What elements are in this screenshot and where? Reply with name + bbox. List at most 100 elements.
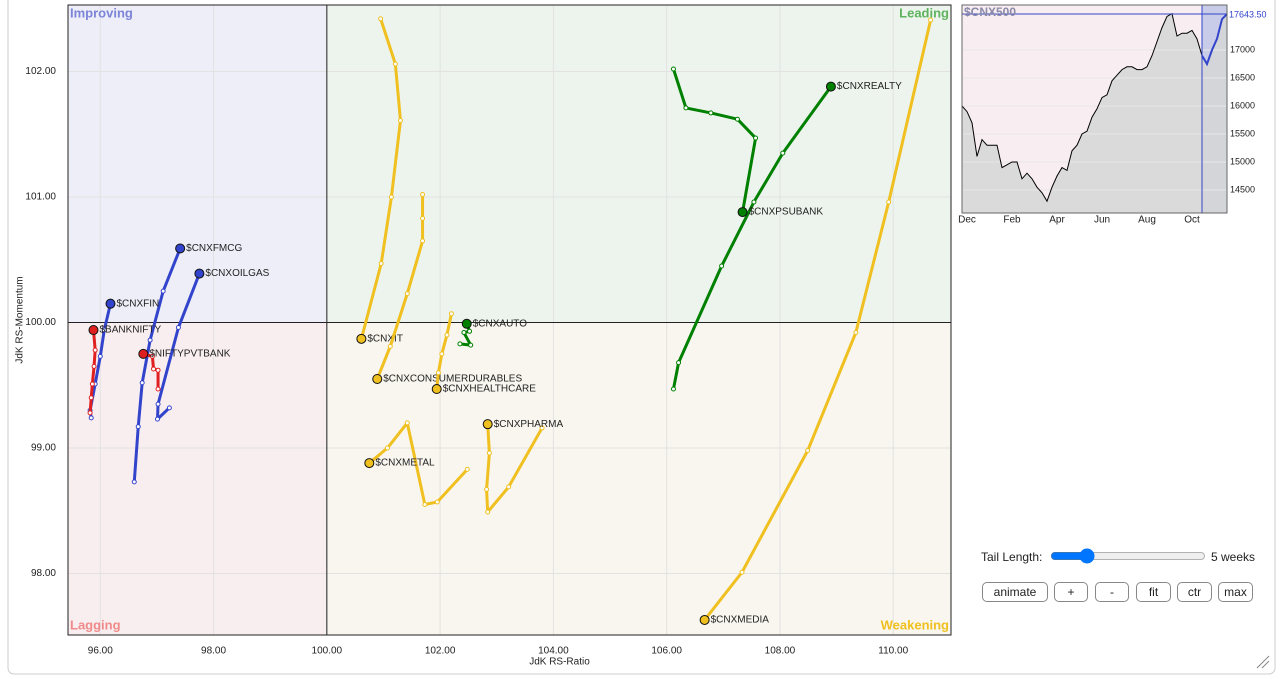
tail-point — [485, 509, 491, 515]
tail-point — [751, 199, 757, 205]
y-tick-label: 100.00 — [25, 317, 56, 328]
tail-point — [719, 263, 725, 269]
tail-value: 5 weeks — [1211, 550, 1256, 564]
head-point — [175, 243, 186, 254]
tail-point — [486, 450, 492, 456]
tail-point — [175, 325, 181, 331]
button[interactable]: - — [1095, 582, 1129, 602]
head-point — [482, 419, 493, 430]
tail-point — [422, 501, 428, 507]
x-axis-label: JdK RS-Ratio — [529, 657, 590, 668]
head-point — [88, 325, 99, 336]
series-label: $CNXOILGAS — [205, 268, 269, 279]
tail-point — [886, 199, 892, 205]
head-point — [194, 268, 205, 279]
tail-point — [506, 484, 512, 490]
x-tick-label: Oct — [1184, 215, 1200, 226]
tail-point — [805, 448, 811, 454]
tail-point — [670, 66, 676, 72]
tail-point — [676, 360, 682, 366]
tail-point — [131, 479, 137, 485]
series-label: $CNXFIN — [116, 298, 159, 309]
x-tick-label: 96.00 — [88, 646, 113, 657]
series-label: $CNXIT — [367, 333, 403, 344]
y-tick-label: 98.00 — [31, 568, 56, 579]
quadrant-label: Weakening — [881, 617, 949, 632]
tail-point — [420, 215, 426, 221]
inset-title: $CNX500 — [964, 5, 1016, 19]
tail-point — [87, 410, 93, 416]
resize-handle — [1256, 655, 1270, 669]
tail-point — [467, 328, 473, 334]
tail-point — [147, 337, 153, 343]
tail-point — [734, 116, 740, 122]
x-tick-label: 108.00 — [765, 646, 796, 657]
tail-point — [853, 330, 859, 336]
series-label: $CNXHEALTHCARE — [443, 384, 536, 395]
tail-point — [384, 445, 390, 451]
tail-point — [753, 135, 759, 141]
tail-point — [404, 420, 410, 426]
head-point — [372, 373, 383, 384]
series-label: $CNXREALTY — [837, 81, 902, 92]
x-tick-label: 106.00 — [651, 646, 682, 657]
series-label: $CNXAUTO — [473, 318, 527, 329]
tail-point — [88, 415, 94, 421]
x-tick-label: Apr — [1049, 215, 1065, 226]
x-tick-label: Dec — [958, 215, 976, 226]
tail-point — [392, 61, 398, 67]
x-tick-label: Jun — [1094, 215, 1110, 226]
button[interactable]: + — [1054, 582, 1088, 602]
tail-line — [132, 246, 182, 484]
tail-slider[interactable] — [1050, 548, 1206, 564]
tail-point — [420, 192, 426, 198]
head-point — [138, 348, 149, 359]
y-tick-label: 15500 — [1230, 128, 1255, 138]
x-tick-label: 102.00 — [425, 646, 456, 657]
tail-line — [367, 421, 469, 506]
panel-border — [7, 0, 1276, 675]
series-label: $CNXFMCG — [186, 243, 242, 254]
tail-point — [166, 405, 172, 411]
inset-border — [961, 4, 1228, 214]
y-tick-label: 99.00 — [31, 443, 56, 454]
tail-line — [88, 328, 97, 415]
tail-point — [149, 353, 155, 359]
tail-point — [388, 194, 394, 200]
tail-point — [461, 330, 467, 336]
plot-border — [67, 4, 952, 636]
y-tick-label: 14500 — [1230, 184, 1255, 194]
head-point — [105, 298, 116, 309]
button[interactable]: ctr — [1177, 582, 1212, 602]
tail-point — [387, 343, 393, 349]
tail-point — [155, 367, 161, 373]
quadrant — [68, 322, 327, 635]
y-axis-label: JdK RS-Momentum — [15, 276, 26, 363]
x-tick-label: 100.00 — [312, 646, 343, 657]
tail-line — [703, 18, 933, 622]
series-label: $CNXMETAL — [375, 458, 435, 469]
head-point — [461, 318, 472, 329]
tail-point — [434, 499, 440, 505]
tail-point — [928, 17, 934, 23]
button[interactable]: animate — [982, 582, 1048, 602]
tail-point — [464, 466, 470, 472]
x-tick-label: 110.00 — [878, 646, 908, 657]
series-label: $BANKNIFTY — [99, 325, 161, 336]
series-label: $NIFTYPVTBANK — [149, 349, 230, 360]
tail-point — [444, 332, 450, 338]
button[interactable]: fit — [1136, 582, 1171, 602]
tail-point — [88, 395, 94, 401]
quadrant-label: Improving — [70, 5, 133, 20]
head-point — [825, 81, 836, 92]
tail-point — [154, 416, 160, 422]
series-label: $CNXMEDIA — [711, 615, 770, 626]
tail-point — [135, 424, 141, 430]
x-tick-label: 104.00 — [538, 646, 569, 657]
tail-point — [397, 117, 403, 123]
button[interactable]: max — [1218, 582, 1253, 602]
tail-line — [671, 85, 833, 391]
series-label: $CNXCONSUMERDURABLES — [383, 374, 522, 385]
tail-point — [683, 105, 689, 111]
